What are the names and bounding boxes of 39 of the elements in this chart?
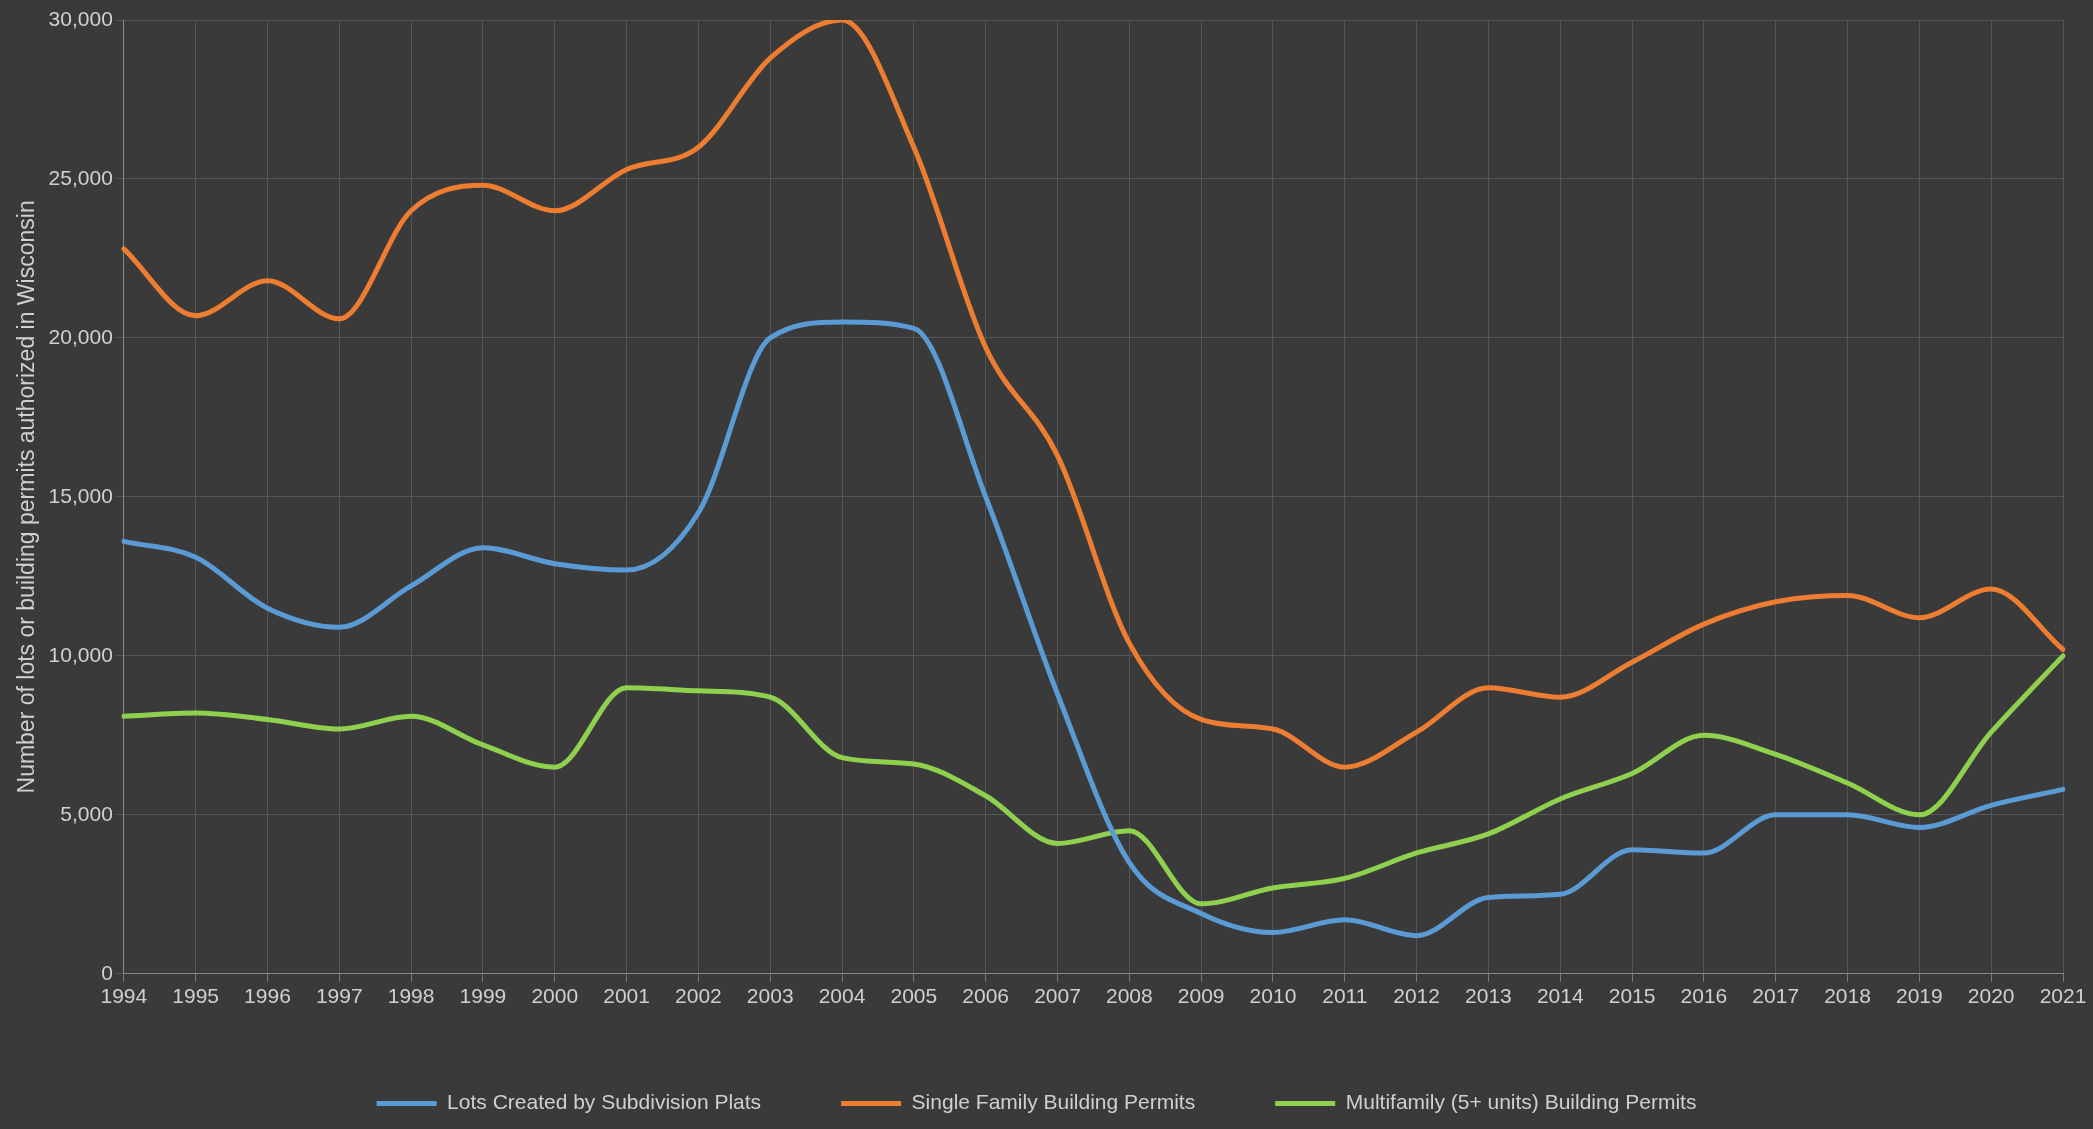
x-tick-label: 2010: [1249, 984, 1297, 1008]
x-tick-label: 2013: [1465, 984, 1512, 1008]
legend-label: Multifamily (5+ units) Building Permits: [1345, 1090, 1697, 1114]
x-tick-label: 2018: [1824, 984, 1871, 1008]
x-tick-label: 2014: [1536, 984, 1584, 1008]
x-tick-label: 2011: [1322, 984, 1368, 1008]
y-tick-label: 30,000: [48, 6, 113, 30]
y-tick-label: 25,000: [48, 165, 113, 189]
x-tick-label: 1997: [315, 984, 363, 1008]
y-tick-label: 15,000: [48, 483, 113, 507]
x-tick-label: 2004: [818, 984, 866, 1008]
x-tick-label: 2002: [675, 984, 722, 1008]
x-tick-label: 2001: [603, 984, 650, 1008]
x-tick-label: 2006: [962, 984, 1010, 1008]
x-tick-label: 1995: [172, 984, 220, 1008]
x-tick-label: 1994: [100, 984, 148, 1008]
x-tick-label: 1998: [387, 984, 435, 1008]
x-tick-label: 2016: [1680, 984, 1728, 1008]
x-tick-label: 2020: [1967, 984, 2015, 1008]
x-tick-label: 1999: [459, 984, 507, 1008]
legend-label: Lots Created by Subdivision Plats: [447, 1090, 762, 1114]
y-tick-label: 0: [101, 960, 113, 984]
x-tick-label: 2008: [1105, 984, 1153, 1008]
x-tick-label: 2005: [890, 984, 938, 1008]
x-tick-label: 2015: [1608, 984, 1656, 1008]
y-tick-label: 20,000: [48, 324, 113, 348]
x-tick-label: 2009: [1177, 984, 1225, 1008]
x-tick-label: 2019: [1896, 984, 1943, 1008]
y-tick-label: 5,000: [60, 801, 113, 825]
y-tick-label: 10,000: [48, 642, 113, 666]
y-axis-title: Number of lots or building permits authorized in Wisconsin: [13, 200, 40, 794]
x-tick-label: 2017: [1752, 984, 1800, 1008]
x-tick-label: 2012: [1393, 984, 1440, 1008]
x-tick-label: 2007: [1034, 984, 1081, 1008]
legend-label: Single Family Building Permits: [911, 1090, 1196, 1114]
x-tick-label: 1996: [244, 984, 291, 1008]
x-tick-label: 2000: [531, 984, 579, 1008]
x-tick-label: 2003: [746, 984, 794, 1008]
x-tick-label: 2021: [2039, 984, 2087, 1008]
